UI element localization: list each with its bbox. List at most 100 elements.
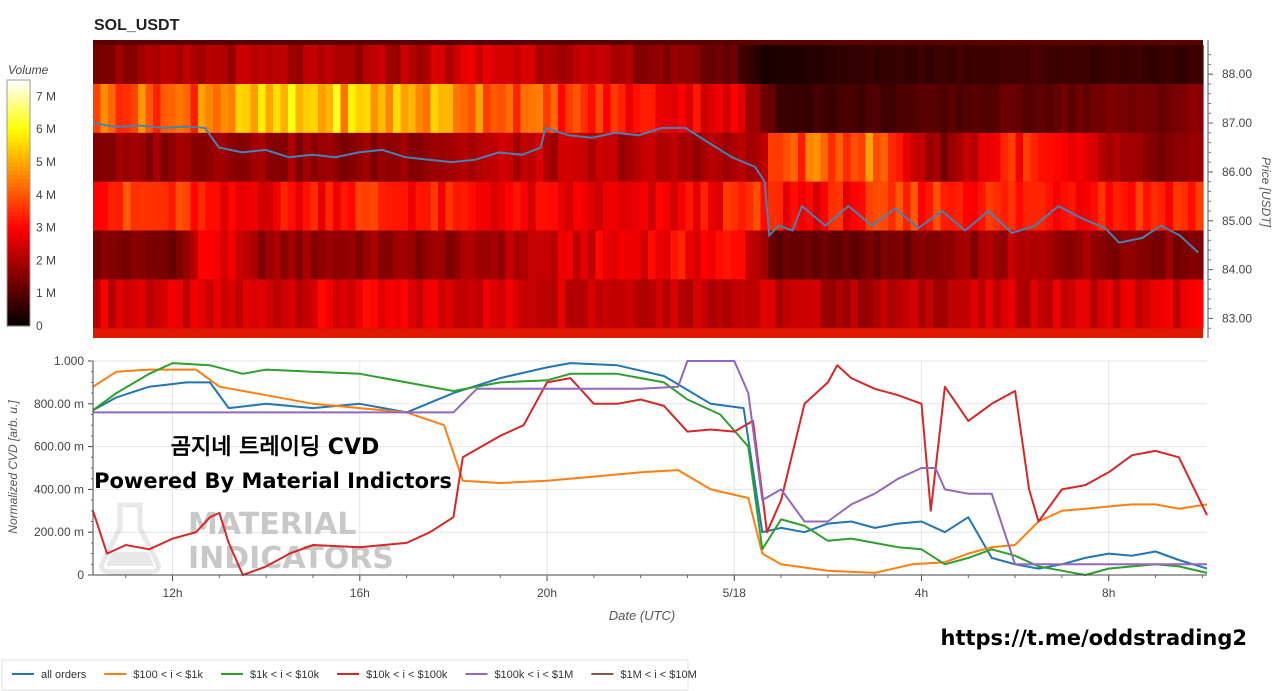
heatmap-cell <box>385 181 394 231</box>
colorbar-step <box>7 96 30 102</box>
heatmap-cell <box>648 44 657 84</box>
heatmap-cell <box>475 279 484 329</box>
heatmap-cell <box>1060 132 1069 182</box>
heatmap-cell <box>295 44 304 84</box>
heatmap-cell <box>715 279 724 329</box>
heatmap-cell <box>580 83 589 133</box>
heatmap-cell <box>768 230 777 280</box>
flask-icon <box>99 502 161 575</box>
heatmap-cell <box>1083 279 1092 329</box>
heatmap-cell <box>588 279 597 329</box>
heatmap-cell <box>1143 44 1152 84</box>
telegram-link[interactable]: https://t.me/oddstrading2 <box>941 626 1248 650</box>
heatmap-cell <box>550 181 559 231</box>
heatmap-cell <box>1173 279 1182 329</box>
heatmap-cell <box>258 83 267 133</box>
heatmap-cell <box>1113 181 1122 231</box>
heatmap-cell <box>1188 279 1197 329</box>
heatmap-cell <box>573 279 582 329</box>
heatmap-cell <box>408 44 417 84</box>
heatmap-cell <box>633 132 642 182</box>
overlay-title-line1: 곰지네 트레이딩 CVD <box>171 435 379 460</box>
heatmap-cell <box>790 44 799 84</box>
heatmap-cell <box>708 132 717 182</box>
heatmap-cell <box>768 181 777 231</box>
heatmap-cell <box>198 181 207 231</box>
heatmap-cell <box>618 132 627 182</box>
heatmap-cell <box>348 230 357 280</box>
heatmap-cell <box>633 44 642 84</box>
colorbar-step <box>7 100 30 106</box>
heatmap-cell <box>1060 230 1069 280</box>
heatmap-cell <box>475 83 484 133</box>
heatmap-cell <box>700 230 709 280</box>
heatmap-cell <box>828 83 837 133</box>
heatmap-cell <box>715 132 724 182</box>
heatmap-cell <box>1045 132 1054 182</box>
heatmap-top-strip <box>93 40 1203 45</box>
heatmap-cell <box>805 132 814 182</box>
heatmap-cell <box>1083 181 1092 231</box>
heatmap-cell <box>445 83 454 133</box>
heatmap-cell <box>573 230 582 280</box>
heatmap-cell <box>648 230 657 280</box>
heatmap-cell <box>985 279 994 329</box>
heatmap-cell <box>333 83 342 133</box>
heatmap-cell <box>595 44 604 84</box>
heatmap-cell <box>603 279 612 329</box>
cvd-line-usd100_1k <box>92 368 1208 574</box>
colorbar-step <box>7 112 30 118</box>
heatmap-cell <box>663 44 672 84</box>
colorbar-step <box>7 211 30 216</box>
heatmap-cell <box>153 44 162 84</box>
heatmap-cell <box>753 132 762 182</box>
heatmap-cell <box>1045 44 1054 84</box>
heatmap-cell <box>250 83 259 133</box>
heatmap-cell <box>393 44 402 84</box>
heatmap-cell <box>1165 44 1174 84</box>
price-axis-label: Price [USDT] <box>1259 157 1273 228</box>
heatmap-cell <box>1060 279 1069 329</box>
heatmap-cell <box>243 44 252 84</box>
heatmap-cell <box>430 83 439 133</box>
heatmap-cell <box>130 279 139 329</box>
heatmap-cell <box>1195 181 1204 231</box>
heatmap-cell <box>1120 83 1129 133</box>
heatmap-cell <box>903 230 912 280</box>
heatmap-cell <box>318 132 327 182</box>
heatmap-cell <box>1053 230 1062 280</box>
heatmap-cell <box>700 83 709 133</box>
colorbar-step <box>7 194 30 200</box>
heatmap-cell <box>543 44 552 84</box>
heatmap-cell <box>243 132 252 182</box>
heatmap-cell <box>1008 230 1017 280</box>
heatmap-cell <box>693 132 702 182</box>
heatmap-cell <box>370 279 379 329</box>
colorbar-step <box>7 235 30 241</box>
heatmap-cell <box>565 230 574 280</box>
heatmap-cell <box>753 181 762 231</box>
colorbar-step <box>7 272 30 278</box>
colorbar-step <box>7 84 30 89</box>
heatmap-cell <box>190 181 199 231</box>
heatmap-cell <box>1173 181 1182 231</box>
heatmap-cell <box>303 83 312 133</box>
heatmap-cell <box>790 83 799 133</box>
heatmap-cell <box>745 44 754 84</box>
heatmap-cell <box>835 230 844 280</box>
heatmap-cell <box>1068 132 1077 182</box>
heatmap-cell <box>363 279 372 329</box>
colorbar-step <box>7 121 30 126</box>
heatmap-cell <box>805 181 814 231</box>
heatmap-cell <box>1075 230 1084 280</box>
heatmap-cell <box>670 83 679 133</box>
heatmap-cell <box>625 279 634 329</box>
heatmap-cell <box>753 279 762 329</box>
heatmap-cell <box>378 132 387 182</box>
heatmap-cell <box>498 44 507 84</box>
heatmap-cell <box>798 44 807 84</box>
heatmap-cell <box>513 279 522 329</box>
heatmap-cell <box>1188 83 1197 133</box>
heatmap-cell <box>520 83 529 133</box>
price-axis: 88.00 87.00 86.00 85.00 84.00 83.00 <box>1207 40 1252 338</box>
